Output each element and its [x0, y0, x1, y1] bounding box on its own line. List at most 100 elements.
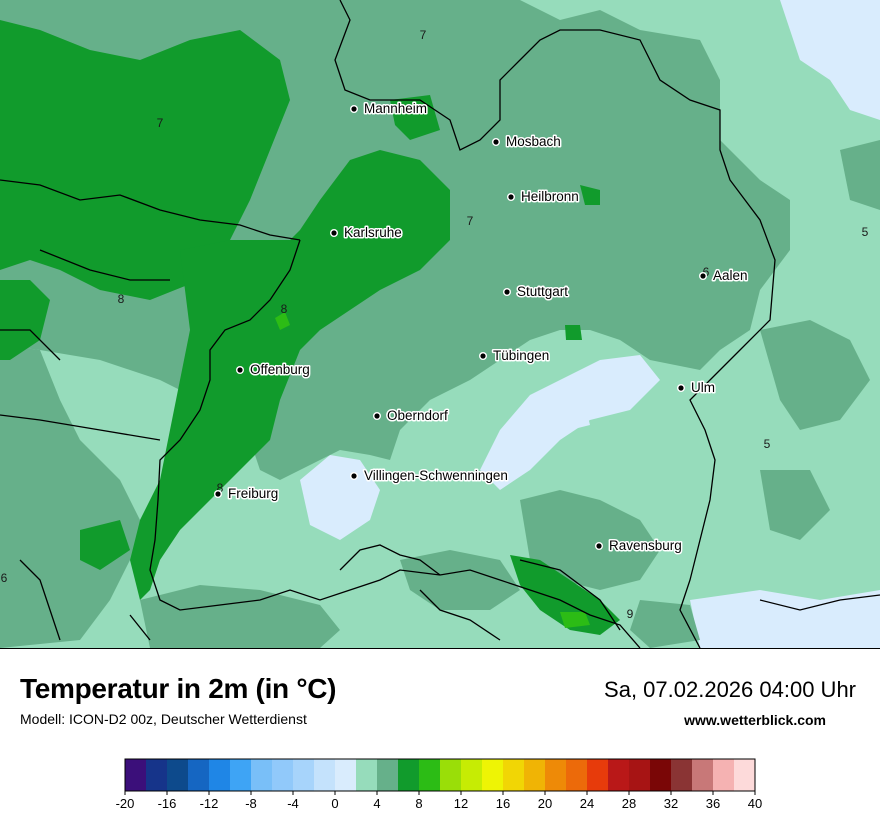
- legend-swatch: [335, 759, 357, 791]
- city-label: Ulm: [691, 380, 715, 395]
- city-marker-stuttgart[interactable]: Stuttgart: [503, 283, 570, 301]
- temperature-map[interactable]: 7 7 7 5 6 8 8 5 8 6 9 Mannheim Mosbach Heilbronn Karl…: [0, 0, 880, 648]
- legend-tick-label: 36: [706, 796, 720, 811]
- isoline-label: 7: [420, 28, 427, 42]
- legend-frame: [124, 758, 756, 792]
- legend-swatch: [524, 759, 546, 791]
- legend-tick-label: 28: [622, 796, 636, 811]
- isoline-label: 6: [1, 571, 8, 585]
- legend-swatch: [629, 759, 651, 791]
- map-footer: Temperatur in 2m (in °C) Modell: ICON-D2…: [0, 648, 880, 831]
- legend-swatch: [650, 759, 672, 791]
- legend-swatch: [314, 759, 336, 791]
- city-marker-heilbronn[interactable]: Heilbronn: [507, 188, 580, 206]
- legend-swatch: [440, 759, 462, 791]
- legend-swatch: [566, 759, 588, 791]
- legend-swatch: [545, 759, 567, 791]
- valid-datetime: Sa, 07.02.2026 04:00 Uhr: [604, 677, 856, 702]
- city-marker-villingen-schwenningen[interactable]: Villingen-Schwenningen: [350, 467, 509, 485]
- legend-tick-label: -12: [200, 796, 219, 811]
- city-dot: [480, 353, 486, 359]
- city-marker-freiburg[interactable]: Freiburg: [214, 485, 280, 503]
- legend-swatch: [251, 759, 273, 791]
- legend-swatch: [482, 759, 504, 791]
- temp-area-6-8: [0, 20, 620, 635]
- isoline-label: 6: [703, 265, 710, 279]
- city-label: Aalen: [713, 268, 748, 283]
- city-label: Mosbach: [506, 134, 561, 149]
- legend-swatch: [461, 759, 483, 791]
- city-label: Villingen-Schwenningen: [364, 468, 508, 483]
- legend-swatch: [125, 759, 147, 791]
- legend-tick-label: -20: [116, 796, 135, 811]
- legend-swatch: [293, 759, 315, 791]
- city-dot: [700, 273, 706, 279]
- city-label: Offenburg: [250, 362, 310, 377]
- city-marker-mannheim[interactable]: Mannheim: [350, 100, 429, 118]
- city-dot: [504, 289, 510, 295]
- temp-area-8-10: [275, 312, 590, 628]
- legend-swatch: [419, 759, 441, 791]
- temp-area-0-2: [300, 0, 880, 648]
- city-dot: [493, 139, 499, 145]
- city-marker-ravensburg[interactable]: Ravensburg: [595, 537, 683, 555]
- city-label: Mannheim: [364, 101, 427, 116]
- isoline-label: 5: [862, 225, 869, 239]
- city-label: Freiburg: [228, 486, 278, 501]
- legend-tick-label: -16: [158, 796, 177, 811]
- city-dot: [215, 491, 221, 497]
- legend-tick-label: 40: [748, 796, 762, 811]
- legend-swatch: [356, 759, 378, 791]
- isoline-label: 9: [627, 607, 634, 621]
- city-dot: [351, 106, 357, 112]
- city-label: Ravensburg: [609, 538, 682, 553]
- city-marker-t-bingen[interactable]: Tübingen: [479, 347, 551, 365]
- city-dot: [351, 473, 357, 479]
- legend-tick-label: 12: [454, 796, 468, 811]
- legend-swatch: [398, 759, 420, 791]
- legend-swatch: [713, 759, 735, 791]
- city-label: Karlsruhe: [344, 225, 402, 240]
- city-dot: [596, 543, 602, 549]
- legend-swatch: [272, 759, 294, 791]
- isoline-label: 8: [118, 292, 125, 306]
- legend-tick-label: 16: [496, 796, 510, 811]
- isoline-label: 5: [764, 437, 771, 451]
- legend-tick-label: 8: [415, 796, 422, 811]
- city-marker-oberndorf[interactable]: Oberndorf: [373, 407, 450, 425]
- legend-tick-label: -8: [245, 796, 257, 811]
- city-dot: [331, 230, 337, 236]
- legend-tick-label: 4: [373, 796, 380, 811]
- legend-swatch: [503, 759, 525, 791]
- city-dot: [237, 367, 243, 373]
- legend-swatch: [734, 759, 756, 791]
- isoline-label: 7: [157, 116, 164, 130]
- city-dot: [508, 194, 514, 200]
- city-label: Tübingen: [493, 348, 549, 363]
- legend-tick-label: 0: [331, 796, 338, 811]
- city-dot: [678, 385, 684, 391]
- city-marker-karlsruhe[interactable]: Karlsruhe: [330, 224, 403, 242]
- legend-tick-label: 24: [580, 796, 594, 811]
- model-info: Modell: ICON-D2 00z, Deutscher Wetterdie…: [20, 711, 307, 727]
- city-label: Oberndorf: [387, 408, 448, 423]
- legend-swatch: [692, 759, 714, 791]
- legend-tick-label: 32: [664, 796, 678, 811]
- isoline-label: 8: [217, 481, 224, 495]
- color-legend: -20 -16 -12 -8 -4 0 4 8 12 16 20 24 28 32 36 40: [116, 758, 762, 811]
- website-link[interactable]: www.wetterblick.com: [684, 712, 826, 728]
- isoline-label: 8: [281, 302, 288, 316]
- legend-swatch: [377, 759, 399, 791]
- legend-swatch: [209, 759, 231, 791]
- city-marker-aalen[interactable]: Aalen: [699, 267, 749, 285]
- city-label: Stuttgart: [517, 284, 568, 299]
- legend-swatch: [167, 759, 189, 791]
- city-marker-ulm[interactable]: Ulm: [677, 379, 717, 397]
- city-dot: [374, 413, 380, 419]
- city-marker-offenburg[interactable]: Offenburg: [236, 361, 311, 379]
- legend-swatch: [146, 759, 168, 791]
- legend-swatch: [230, 759, 252, 791]
- legend-tick-label: 20: [538, 796, 552, 811]
- legend-swatch: [671, 759, 693, 791]
- city-marker-mosbach[interactable]: Mosbach: [492, 133, 562, 151]
